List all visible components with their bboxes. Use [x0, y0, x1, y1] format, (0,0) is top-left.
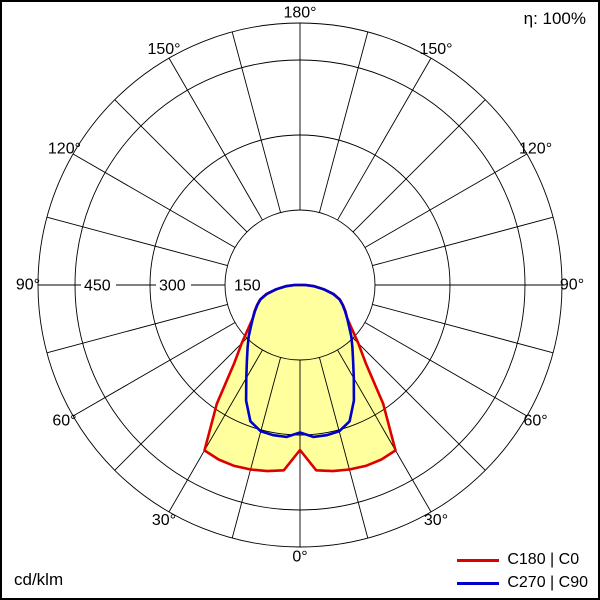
svg-text:90°: 90° [16, 277, 40, 294]
svg-text:120°: 120° [519, 141, 552, 158]
legend-item-c270-c90: C270 | C90 [457, 573, 588, 593]
legend-label-c180-c0: C180 | C0 [507, 551, 580, 568]
legend-item-c180-c0: C180 | C0 [457, 550, 579, 570]
svg-text:150°: 150° [419, 41, 452, 58]
svg-text:0°: 0° [292, 549, 307, 566]
svg-text:300: 300 [159, 278, 186, 295]
svg-text:60°: 60° [523, 413, 547, 430]
efficiency-label: η: 100% [523, 9, 586, 28]
legend-label-c270-c90: C270 | C90 [507, 574, 588, 591]
svg-text:90°: 90° [560, 277, 584, 294]
svg-text:150: 150 [234, 278, 261, 295]
svg-text:30°: 30° [424, 512, 448, 529]
legend: C180 | C0 C270 | C90 [457, 550, 588, 593]
svg-text:450: 450 [84, 278, 111, 295]
unit-label: cd/klm [14, 570, 64, 589]
svg-text:180°: 180° [283, 5, 316, 22]
svg-text:150°: 150° [147, 41, 180, 58]
svg-text:60°: 60° [52, 413, 76, 430]
svg-text:30°: 30° [152, 512, 176, 529]
svg-text:120°: 120° [48, 141, 81, 158]
legend-line-blue-icon [457, 581, 500, 585]
legend-line-red-icon [457, 558, 500, 562]
